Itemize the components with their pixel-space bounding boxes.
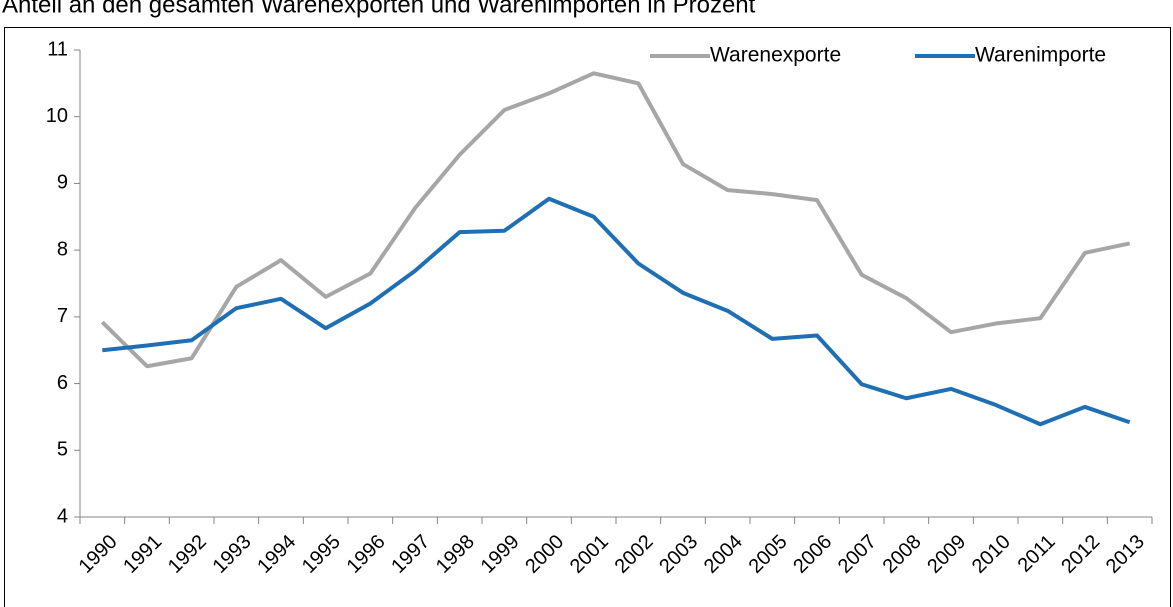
x-tick-label: 2013 <box>1102 531 1149 578</box>
y-tick-label: 7 <box>57 305 68 327</box>
x-tick-label: 1993 <box>209 531 256 578</box>
series-line <box>100 71 1131 369</box>
x-tick-label: 1994 <box>253 531 300 578</box>
y-tick-label: 4 <box>57 505 68 527</box>
x-tick-label: 1991 <box>119 531 166 578</box>
x-tick-label: 2007 <box>834 531 881 578</box>
x-tick-label: 2001 <box>566 531 613 578</box>
x-tick-label: 1995 <box>298 531 345 578</box>
chart-border <box>4 27 1171 607</box>
x-tick-label: 2003 <box>655 531 702 578</box>
x-tick-label: 2005 <box>745 531 792 578</box>
y-tick-label: 6 <box>57 372 68 394</box>
x-tick-label: 2000 <box>521 531 568 578</box>
series-line <box>102 196 1131 427</box>
legend-label: Warenimporte <box>975 44 1106 67</box>
x-tick-label: 2002 <box>611 531 658 578</box>
x-tick-label: 2011 <box>1014 531 1060 577</box>
x-tick-label: 2012 <box>1057 531 1104 578</box>
x-tick-label: 1998 <box>432 531 479 578</box>
y-tick-label: 10 <box>46 105 68 127</box>
y-tick-label: 5 <box>57 439 68 461</box>
x-tick-label: 2006 <box>789 531 836 578</box>
x-tick-label: 1996 <box>343 531 390 578</box>
chart-title: Anteil an den gesamten Warenexporten und… <box>2 0 756 18</box>
x-tick-label: 1999 <box>477 531 524 578</box>
y-tick-label: 8 <box>57 238 68 260</box>
y-tick-label: 9 <box>57 172 68 194</box>
x-tick-label: 1997 <box>387 531 434 578</box>
x-tick-label: 2009 <box>923 531 970 578</box>
x-tick-label: 2008 <box>879 531 926 578</box>
x-tick-label: 1992 <box>164 531 211 578</box>
legend-label: Warenexporte <box>710 44 841 67</box>
y-tick-label: 11 <box>47 38 68 60</box>
x-tick-label: 2004 <box>700 531 747 578</box>
x-tick-label: 1990 <box>75 531 122 578</box>
x-tick-label: 2010 <box>968 531 1015 578</box>
